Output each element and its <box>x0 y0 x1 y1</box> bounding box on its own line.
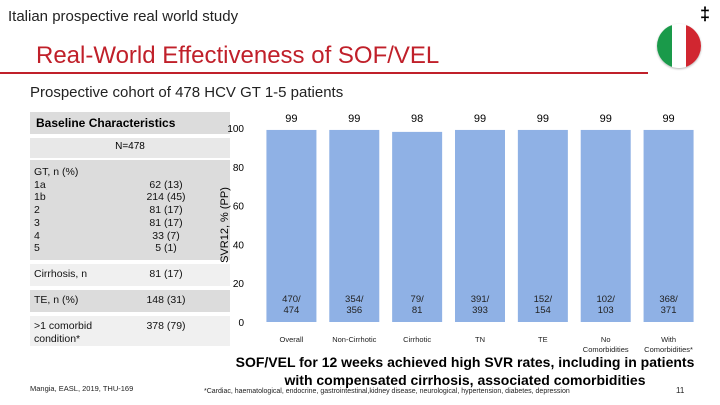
bar-value-label: 99 <box>662 113 674 125</box>
table-row-value: 81 (17) <box>149 268 183 280</box>
y-tick-label: 60 <box>233 202 245 213</box>
bar-count-label: 152/154 <box>534 294 553 316</box>
bar <box>266 129 317 322</box>
table-row: GT, n (%) 1a 1b 2 3 4 5 62 (13) 214 (45)… <box>30 160 230 260</box>
y-tick-label: 20 <box>233 279 245 290</box>
bar-value-label: 99 <box>285 113 297 125</box>
table-header: Baseline Characteristics <box>30 112 230 134</box>
x-tick-label: Overall <box>280 335 304 344</box>
bar-count-label: 368/371 <box>659 294 678 316</box>
bar-count-label: 102/103 <box>596 294 615 316</box>
bar <box>580 129 631 322</box>
x-tick-label: With Comorbidities* <box>644 335 693 354</box>
italy-flag-icon <box>657 24 701 68</box>
bar-count-label: 470/474 <box>282 294 301 316</box>
study-label: Italian prospective real world study <box>8 8 239 25</box>
bar-value-label: 99 <box>474 113 486 125</box>
bar <box>329 129 380 322</box>
bar-value-label: 99 <box>600 113 612 125</box>
footnote: *Cardiac, haematological, endocrine, gas… <box>204 388 570 395</box>
x-tick-label: Cirrhotic <box>403 335 431 344</box>
table-row-value: 62 (13) 214 (45) 81 (17) 81 (17) 33 (7) … <box>146 178 186 255</box>
table-row-label: Cirrhosis, n <box>34 268 88 280</box>
flag-stripe-red <box>686 24 701 68</box>
bar <box>455 129 505 322</box>
x-tick-label: No Comorbidities <box>583 335 629 354</box>
n-header: N=478 <box>30 138 230 158</box>
x-tick-label: TN <box>475 335 485 344</box>
bar <box>517 129 568 322</box>
bar-value-label: 99 <box>537 113 549 125</box>
bar <box>643 129 694 322</box>
dagger-mark: ‡ <box>700 4 711 24</box>
y-axis-label: SVR12, % (PP) <box>219 187 231 263</box>
table-row-value: 378 (79) <box>146 320 186 332</box>
citation: Mangia, EASL, 2019, THU-169 <box>30 384 134 393</box>
y-tick-label: 80 <box>233 163 245 174</box>
bar-count-label: 79/81 <box>411 294 425 316</box>
table-row: TE, n (%) 148 (31) <box>30 290 230 312</box>
y-tick-label: 0 <box>238 318 244 329</box>
n-header-label: N=478 <box>115 141 145 152</box>
table-header-label: Baseline Characteristics <box>36 116 176 130</box>
slide-title: Real-World Effectiveness of SOF/VEL <box>36 42 440 69</box>
bar-count-label: 391/393 <box>471 294 490 316</box>
conclusion-text: SOF/VEL for 12 weeks achieved high SVR r… <box>235 354 695 388</box>
flag-stripe-white <box>671 24 687 68</box>
y-tick-label: 40 <box>233 240 245 251</box>
page-number: 11 <box>676 386 685 395</box>
flag-stripe-green <box>657 24 672 68</box>
x-tick-label: Non-Cirrhotic <box>332 335 376 344</box>
table-row-label: GT, n (%) 1a 1b 2 3 4 5 <box>34 166 79 255</box>
bar-value-label: 99 <box>348 113 360 125</box>
x-tick-label: TE <box>538 335 548 344</box>
table-row: >1 comorbid condition* 378 (79) <box>30 316 230 346</box>
title-underline <box>0 72 648 74</box>
table-row-value: 148 (31) <box>146 294 186 306</box>
table-row: Cirrhosis, n 81 (17) <box>30 264 230 286</box>
table-row-label: >1 comorbid condition* <box>34 320 93 345</box>
y-tick-label: 100 <box>227 124 244 135</box>
cohort-subtitle: Prospective cohort of 478 HCV GT 1-5 pat… <box>30 84 344 101</box>
bar-count-label: 354/356 <box>345 294 364 316</box>
table-row-label: TE, n (%) <box>34 294 79 306</box>
bar-value-label: 98 <box>411 113 423 125</box>
bar <box>392 131 443 322</box>
